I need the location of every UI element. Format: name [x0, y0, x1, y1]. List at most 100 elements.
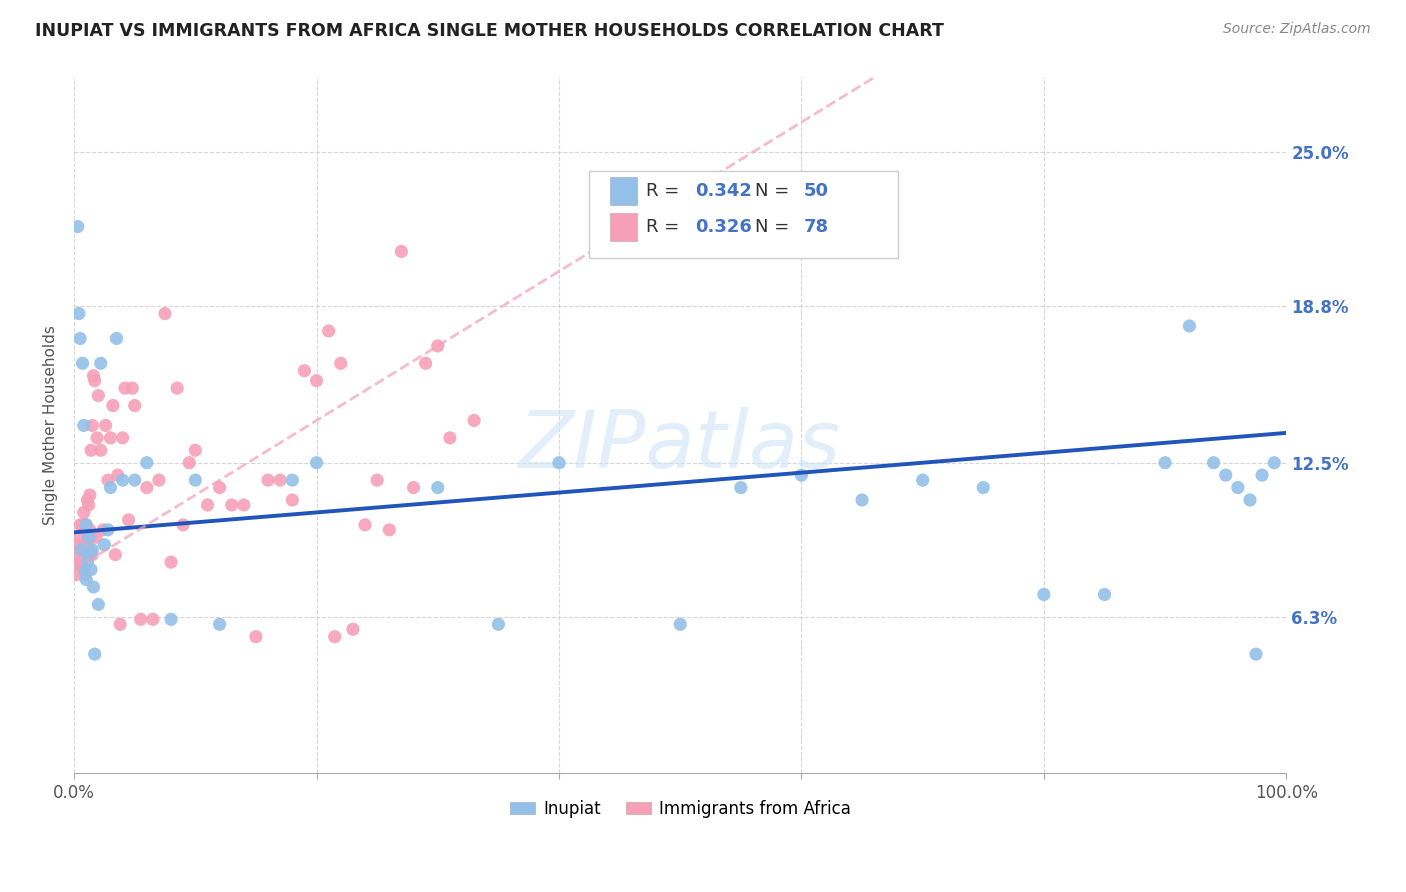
Point [100, 481, 122, 495]
Point [70, 555, 93, 569]
Point [79, 548, 101, 562]
Point [73, 563, 96, 577]
Point [94, 418, 117, 433]
Point [148, 473, 170, 487]
Point [107, 468, 129, 483]
Point [281, 473, 304, 487]
Y-axis label: Single Mother Households: Single Mother Households [44, 326, 58, 525]
Point [269, 473, 291, 487]
Point [97, 523, 120, 537]
Point [851, 493, 873, 508]
Point [114, 381, 136, 395]
Point [142, 612, 165, 626]
Point [101, 399, 124, 413]
Point [121, 381, 143, 395]
Point [1215, 468, 1237, 483]
Point [318, 324, 340, 338]
Text: ZIPatlas: ZIPatlas [519, 408, 841, 485]
Point [69, 530, 91, 544]
Text: R =: R = [647, 182, 685, 201]
Point [65, 567, 87, 582]
Text: INUPIAT VS IMMIGRANTS FROM AFRICA SINGLE MOTHER HOUSEHOLDS CORRELATION CHART: INUPIAT VS IMMIGRANTS FROM AFRICA SINGLE… [35, 22, 943, 40]
Point [79, 488, 101, 502]
Text: 0.342: 0.342 [695, 182, 752, 201]
Point [730, 481, 752, 495]
Point [1094, 587, 1116, 601]
Point [669, 617, 692, 632]
Text: N =: N = [755, 182, 796, 201]
Point [117, 513, 139, 527]
Point [221, 498, 243, 512]
Point [1032, 587, 1054, 601]
Point [70, 542, 93, 557]
Point [342, 622, 364, 636]
Point [1202, 456, 1225, 470]
Point [69, 331, 91, 345]
Point [378, 523, 401, 537]
Point [76, 555, 98, 569]
Point [439, 431, 461, 445]
Point [172, 517, 194, 532]
Point [1244, 647, 1267, 661]
Point [426, 481, 449, 495]
Point [129, 612, 152, 626]
Point [415, 356, 437, 370]
Point [77, 542, 100, 557]
Point [1251, 468, 1274, 483]
Point [97, 473, 120, 487]
Point [82, 580, 104, 594]
Point [135, 481, 157, 495]
Point [72, 538, 94, 552]
Text: 0.326: 0.326 [695, 218, 752, 235]
Point [105, 331, 128, 345]
Point [160, 555, 183, 569]
Point [75, 573, 97, 587]
Point [124, 399, 146, 413]
Point [463, 413, 485, 427]
Point [75, 538, 97, 552]
Text: 50: 50 [804, 182, 830, 201]
Point [281, 493, 304, 508]
Bar [610, 178, 637, 205]
Point [73, 548, 96, 562]
Point [73, 418, 96, 433]
Point [82, 542, 104, 557]
Point [486, 617, 509, 632]
Point [76, 493, 98, 508]
Point [426, 339, 449, 353]
Point [66, 555, 89, 569]
Point [82, 418, 104, 433]
Point [73, 567, 96, 582]
Point [305, 374, 328, 388]
Point [1226, 481, 1249, 495]
Point [80, 530, 103, 544]
Point [184, 473, 207, 487]
Legend: Inupiat, Immigrants from Africa: Inupiat, Immigrants from Africa [503, 793, 858, 824]
Point [402, 481, 425, 495]
Point [232, 498, 254, 512]
Point [305, 456, 328, 470]
Point [66, 219, 89, 234]
Point [245, 630, 267, 644]
Point [179, 456, 201, 470]
Point [76, 530, 98, 544]
Point [87, 598, 110, 612]
Point [111, 431, 134, 445]
Point [911, 473, 934, 487]
Point [104, 548, 127, 562]
Point [135, 456, 157, 470]
Point [67, 542, 90, 557]
Point [73, 505, 96, 519]
Point [389, 244, 412, 259]
Point [197, 498, 219, 512]
Point [153, 307, 176, 321]
Point [83, 647, 105, 661]
Point [66, 538, 89, 552]
Point [91, 523, 114, 537]
Point [972, 481, 994, 495]
Point [1263, 456, 1285, 470]
Point [93, 538, 115, 552]
Point [111, 473, 134, 487]
Point [354, 517, 377, 532]
Point [1154, 456, 1177, 470]
